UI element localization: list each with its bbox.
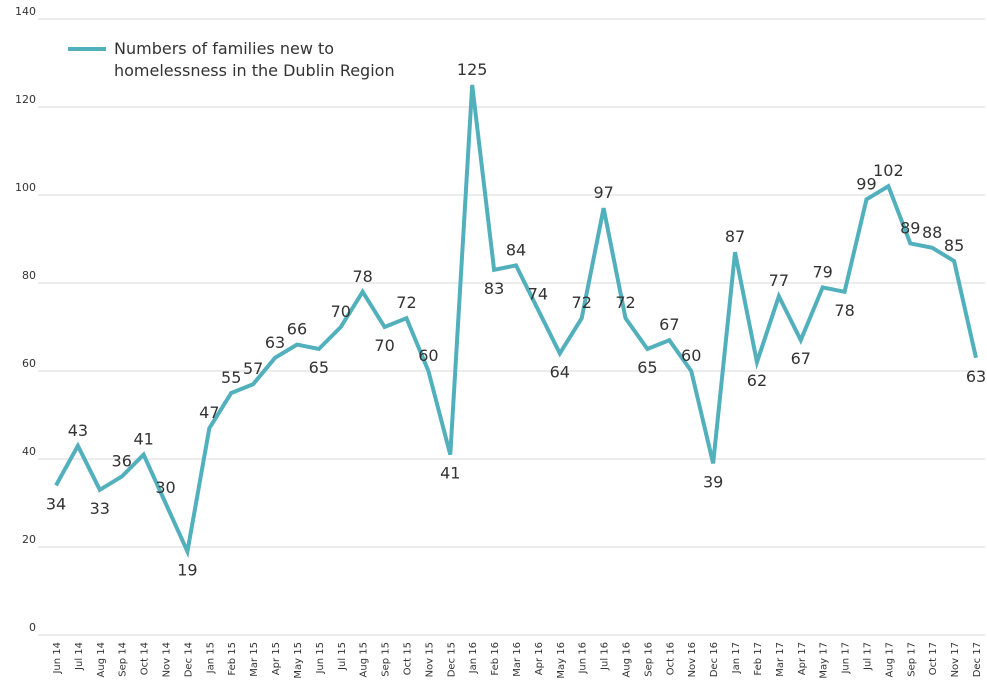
- data-label: 72: [572, 293, 592, 312]
- data-label: 72: [396, 293, 416, 312]
- data-label: 60: [418, 346, 438, 365]
- data-label: 72: [615, 293, 635, 312]
- data-label: 47: [199, 403, 219, 422]
- data-label: 83: [484, 279, 504, 298]
- x-tick-label: Dec 17: [972, 642, 983, 677]
- data-label: 84: [506, 240, 526, 259]
- data-label: 77: [769, 271, 789, 290]
- x-tick-label: Nov 15: [424, 642, 435, 677]
- data-label: 33: [90, 499, 110, 518]
- x-tick-label: Apr 15: [271, 642, 282, 675]
- data-label: 30: [155, 478, 175, 497]
- x-tick-label: Sep 17: [906, 642, 917, 677]
- data-label: 65: [637, 358, 657, 377]
- x-tick-label: Aug 16: [622, 642, 633, 677]
- y-tick-label: 120: [15, 93, 36, 106]
- x-tick-label: Jun 17: [841, 642, 852, 675]
- y-tick-label: 0: [29, 621, 36, 634]
- x-tick-label: Oct 14: [140, 642, 151, 675]
- x-tick-label: Sep 15: [381, 642, 392, 677]
- x-tick-label: Jul 15: [337, 642, 348, 671]
- data-label: 67: [659, 315, 679, 334]
- x-tick-label: Jun 15: [315, 642, 326, 675]
- data-label: 102: [873, 161, 904, 180]
- data-label: 66: [287, 320, 307, 339]
- data-label: 64: [550, 362, 570, 381]
- x-tick-label: Nov 14: [162, 642, 173, 677]
- x-tick-label: Oct 15: [402, 642, 413, 675]
- data-label: 19: [177, 560, 197, 579]
- data-label: 85: [944, 236, 964, 255]
- data-label: 43: [68, 421, 88, 440]
- data-label: 63: [966, 367, 986, 386]
- data-label: 97: [593, 183, 613, 202]
- x-tick-label: Feb 17: [753, 642, 764, 676]
- x-tick-label: May 17: [819, 642, 830, 679]
- data-label: 78: [352, 267, 372, 286]
- x-tick-label: Nov 16: [687, 642, 698, 677]
- x-tick-label: Aug 15: [359, 642, 370, 677]
- x-tick-label: Mar 15: [249, 642, 260, 677]
- data-label: 79: [812, 262, 832, 281]
- x-tick-label: Feb 16: [490, 642, 501, 676]
- x-tick-label: Jan 15: [205, 642, 216, 674]
- x-tick-label: Jul 17: [862, 642, 873, 671]
- data-label: 78: [834, 301, 854, 320]
- data-label: 125: [457, 60, 488, 79]
- data-label: 99: [856, 174, 876, 193]
- data-label: 41: [133, 430, 153, 449]
- x-tick-label: May 16: [556, 642, 567, 679]
- x-tick-label: Oct 16: [665, 642, 676, 675]
- x-tick-label: Mar 16: [512, 642, 523, 677]
- x-tick-label: Jul 16: [600, 642, 611, 671]
- data-label: 89: [900, 218, 920, 237]
- y-tick-label: 80: [22, 269, 36, 282]
- x-tick-label: Sep 16: [643, 642, 654, 677]
- x-tick-label: Apr 17: [797, 642, 808, 675]
- data-label: 57: [243, 359, 263, 378]
- y-tick-label: 20: [22, 533, 36, 546]
- data-label: 34: [46, 494, 66, 513]
- y-tick-label: 40: [22, 445, 36, 458]
- x-tick-label: Nov 17: [950, 642, 961, 677]
- x-tick-label: Jul 14: [74, 642, 85, 671]
- data-label: 67: [791, 349, 811, 368]
- x-tick-label: Sep 14: [118, 642, 129, 677]
- data-label: 55: [221, 368, 241, 387]
- legend-label: Numbers of families new to homelessness …: [114, 39, 395, 80]
- data-label: 60: [681, 346, 701, 365]
- data-label: 65: [309, 358, 329, 377]
- data-label: 70: [374, 336, 394, 355]
- x-tick-label: Jan 16: [468, 642, 479, 674]
- x-tick-label: Jun 16: [578, 642, 589, 675]
- x-tick-label: Oct 17: [928, 642, 939, 675]
- x-tick-label: Dec 15: [446, 642, 457, 677]
- x-tick-label: Dec 16: [709, 642, 720, 677]
- x-tick-label: May 15: [293, 642, 304, 679]
- data-label: 62: [747, 371, 767, 390]
- y-tick-label: 140: [15, 5, 36, 18]
- x-tick-label: Apr 16: [534, 642, 545, 675]
- data-label: 36: [112, 452, 132, 471]
- data-label: 70: [331, 302, 351, 321]
- data-label: 87: [725, 227, 745, 246]
- x-tick-label: Dec 14: [183, 642, 194, 677]
- x-tick-label: Aug 17: [884, 642, 895, 677]
- y-tick-label: 60: [22, 357, 36, 370]
- x-tick-label: Feb 15: [227, 642, 238, 676]
- x-tick-label: Mar 17: [775, 642, 786, 677]
- x-tick-label: Jun 14: [52, 642, 63, 675]
- x-tick-label: Jan 17: [731, 642, 742, 674]
- data-line: [54, 84, 978, 559]
- y-tick-label: 100: [15, 181, 36, 194]
- data-label: 39: [703, 472, 723, 491]
- data-label: 88: [922, 223, 942, 242]
- data-label: 63: [265, 333, 285, 352]
- data-label: 74: [528, 284, 548, 303]
- data-label: 41: [440, 464, 460, 483]
- x-tick-label: Aug 14: [96, 642, 107, 677]
